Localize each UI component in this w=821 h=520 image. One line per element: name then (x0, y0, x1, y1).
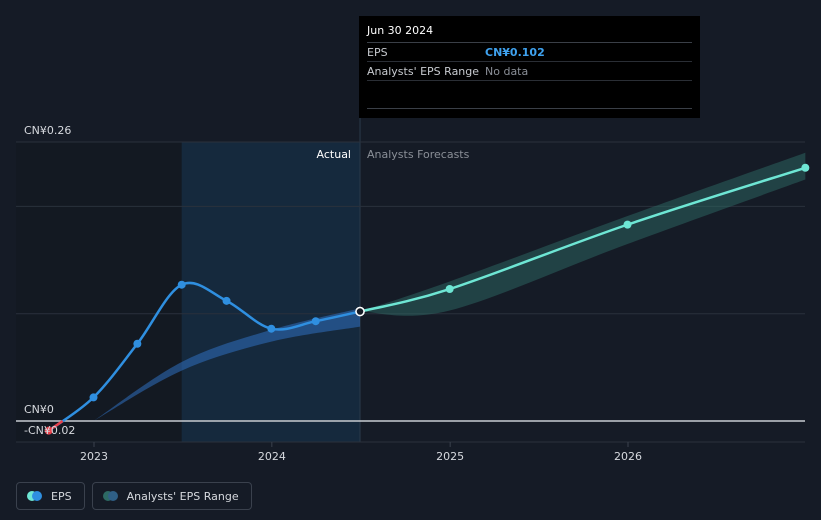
range-bands (93, 152, 806, 421)
series-line-1 (358, 166, 807, 313)
range-band-1 (360, 152, 806, 316)
actual-label: Actual (317, 148, 351, 161)
series-0-point-5 (267, 324, 276, 333)
tooltip-row-eps: EPS CN¥0.102 (367, 43, 692, 62)
tooltip-date: Jun 30 2024 (367, 24, 692, 43)
legend-range-icon (102, 491, 119, 501)
tooltip-range-value: No data (485, 64, 529, 78)
axis-labels: CN¥0.26 CN¥0 -CN¥0.02 Actual Analysts Fo… (24, 124, 470, 437)
current-point (355, 306, 365, 317)
legend-item-range[interactable]: Analysts' EPS Range (91, 482, 252, 510)
x-tick-label-2: 2025 (436, 450, 464, 463)
tooltip-row-range: Analysts' EPS Range No data (367, 62, 692, 81)
legend-eps-label: EPS (51, 489, 72, 503)
range-band-0 (93, 308, 361, 421)
legend-eps-icon (27, 491, 43, 501)
forecast-label: Analysts Forecasts (367, 148, 470, 161)
hover-tooltip: Jun 30 2024 EPS CN¥0.102 Analysts' EPS R… (359, 16, 700, 118)
legend-range-label: Analysts' EPS Range (126, 489, 239, 503)
tooltip-eps-value: CN¥0.102 (485, 45, 545, 59)
x-tick-label-3: 2026 (614, 450, 642, 463)
series-0-point-6 (311, 317, 320, 326)
series-0-point-1 (89, 393, 98, 402)
series-line-0 (47, 281, 362, 432)
series-0-point-2 (133, 339, 142, 348)
legend-item-eps[interactable]: EPS (16, 482, 85, 510)
series-points (44, 163, 810, 435)
tooltip-eps-label: EPS (367, 45, 388, 59)
series-1-point-2 (623, 220, 632, 229)
background-layer (16, 16, 361, 442)
series-0-point-3 (177, 280, 186, 289)
chart-legend: EPS Analysts' EPS Range (16, 482, 252, 510)
tooltip-range-label: Analysts' EPS Range (367, 64, 480, 78)
y-partial-label: -CN¥0.02 (24, 424, 75, 437)
highlight-region (181, 142, 361, 442)
x-tick-label-1: 2024 (258, 450, 286, 463)
past-region (16, 142, 182, 442)
y-top-label: CN¥0.26 (24, 124, 71, 137)
y-zero-label: CN¥0 (24, 403, 54, 416)
x-tick-labels: 2023 2024 2025 2026 (80, 442, 642, 463)
tooltip-divider (367, 108, 692, 109)
series-1-point-3 (801, 163, 810, 172)
series-0-point-4 (222, 296, 231, 305)
series-1-point-1 (445, 285, 454, 294)
x-tick-label-0: 2023 (80, 450, 108, 463)
series-0-point-0 (44, 426, 53, 435)
